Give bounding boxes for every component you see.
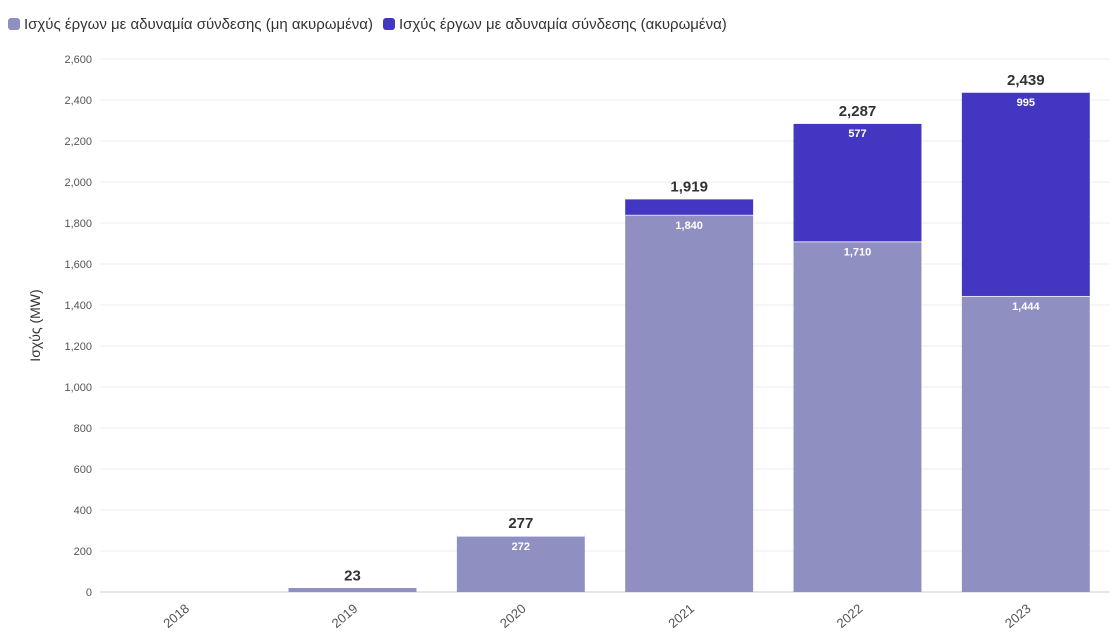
label-layer: 23 272 277 1,840 1,919 1,710 577 2,287 1,444 995 2… bbox=[344, 72, 1044, 584]
legend-item-not-cancelled[interactable]: Ισχύς έργων με αδυναμία σύνδεσης (μη ακυ… bbox=[8, 16, 373, 33]
bar-segment bbox=[625, 214, 754, 593]
bar-segment bbox=[625, 198, 754, 215]
total-value-label: 2,287 bbox=[839, 103, 877, 120]
bar-segment bbox=[793, 241, 922, 592]
legend-label-not-cancelled: Ισχύς έργων με αδυναμία σύνδεσης (μη ακυ… bbox=[24, 15, 373, 33]
legend: Ισχύς έργων με αδυναμία σύνδεσης (μη ακυ… bbox=[8, 10, 727, 38]
segment-value-label: 1,444 bbox=[1012, 301, 1040, 313]
segment-value-label: 1,840 bbox=[675, 220, 703, 232]
bar-segment bbox=[961, 295, 1090, 592]
total-value-label: 1,919 bbox=[670, 179, 708, 196]
segment-value-label: 1,710 bbox=[844, 246, 872, 258]
x-tick-label: 2020 bbox=[497, 601, 529, 631]
legend-swatch-cancelled bbox=[382, 18, 395, 30]
y-tick-label: 2,600 bbox=[64, 54, 92, 66]
total-value-label: 2,439 bbox=[1007, 72, 1045, 89]
y-tick-label: 200 bbox=[74, 546, 92, 558]
y-tick-label: 1,600 bbox=[64, 259, 92, 271]
total-value-label: 23 bbox=[344, 567, 361, 584]
bar-segment bbox=[288, 587, 417, 592]
bar-segment bbox=[456, 536, 585, 592]
y-tick-label: 1,200 bbox=[64, 341, 92, 353]
x-tick-label: 2019 bbox=[329, 601, 361, 631]
x-tick-label: 2023 bbox=[1002, 601, 1034, 631]
y-tick-label: 2,200 bbox=[64, 136, 92, 148]
y-axis-title: Ισχύς (MW) bbox=[27, 289, 43, 361]
y-tick-label: 1,000 bbox=[64, 382, 92, 394]
y-tick-label: 600 bbox=[74, 464, 92, 476]
y-tick-label: 800 bbox=[74, 423, 92, 435]
x-tick-label: 2022 bbox=[834, 601, 866, 631]
legend-swatch-not-cancelled bbox=[8, 18, 20, 30]
legend-item-cancelled[interactable]: Ισχύς έργων με αδυναμία σύνδεσης (ακυρωμ… bbox=[382, 15, 727, 33]
y-tick-label: 400 bbox=[74, 505, 92, 517]
segment-value-label: 272 bbox=[512, 541, 530, 553]
y-tick-label: 0 bbox=[86, 587, 92, 599]
x-tick-label: 2021 bbox=[665, 601, 697, 631]
y-tick-label: 2,000 bbox=[64, 177, 92, 189]
y-tick-label: 1,800 bbox=[64, 218, 92, 230]
bar-layer bbox=[288, 91, 1090, 593]
grid-layer bbox=[100, 58, 1110, 593]
y-tick-label: 1,400 bbox=[64, 300, 92, 312]
total-value-label: 277 bbox=[508, 515, 533, 532]
segment-value-label: 995 bbox=[1017, 97, 1035, 109]
bar-segment bbox=[961, 92, 1090, 296]
y-tick-label: 2,400 bbox=[64, 95, 92, 107]
segment-value-label: 577 bbox=[848, 128, 866, 140]
bar-segment bbox=[793, 123, 922, 242]
x-tick-label: 2018 bbox=[160, 601, 192, 631]
legend-label-cancelled: Ισχύς έργων με αδυναμία σύνδεσης (ακυρωμ… bbox=[398, 15, 727, 33]
